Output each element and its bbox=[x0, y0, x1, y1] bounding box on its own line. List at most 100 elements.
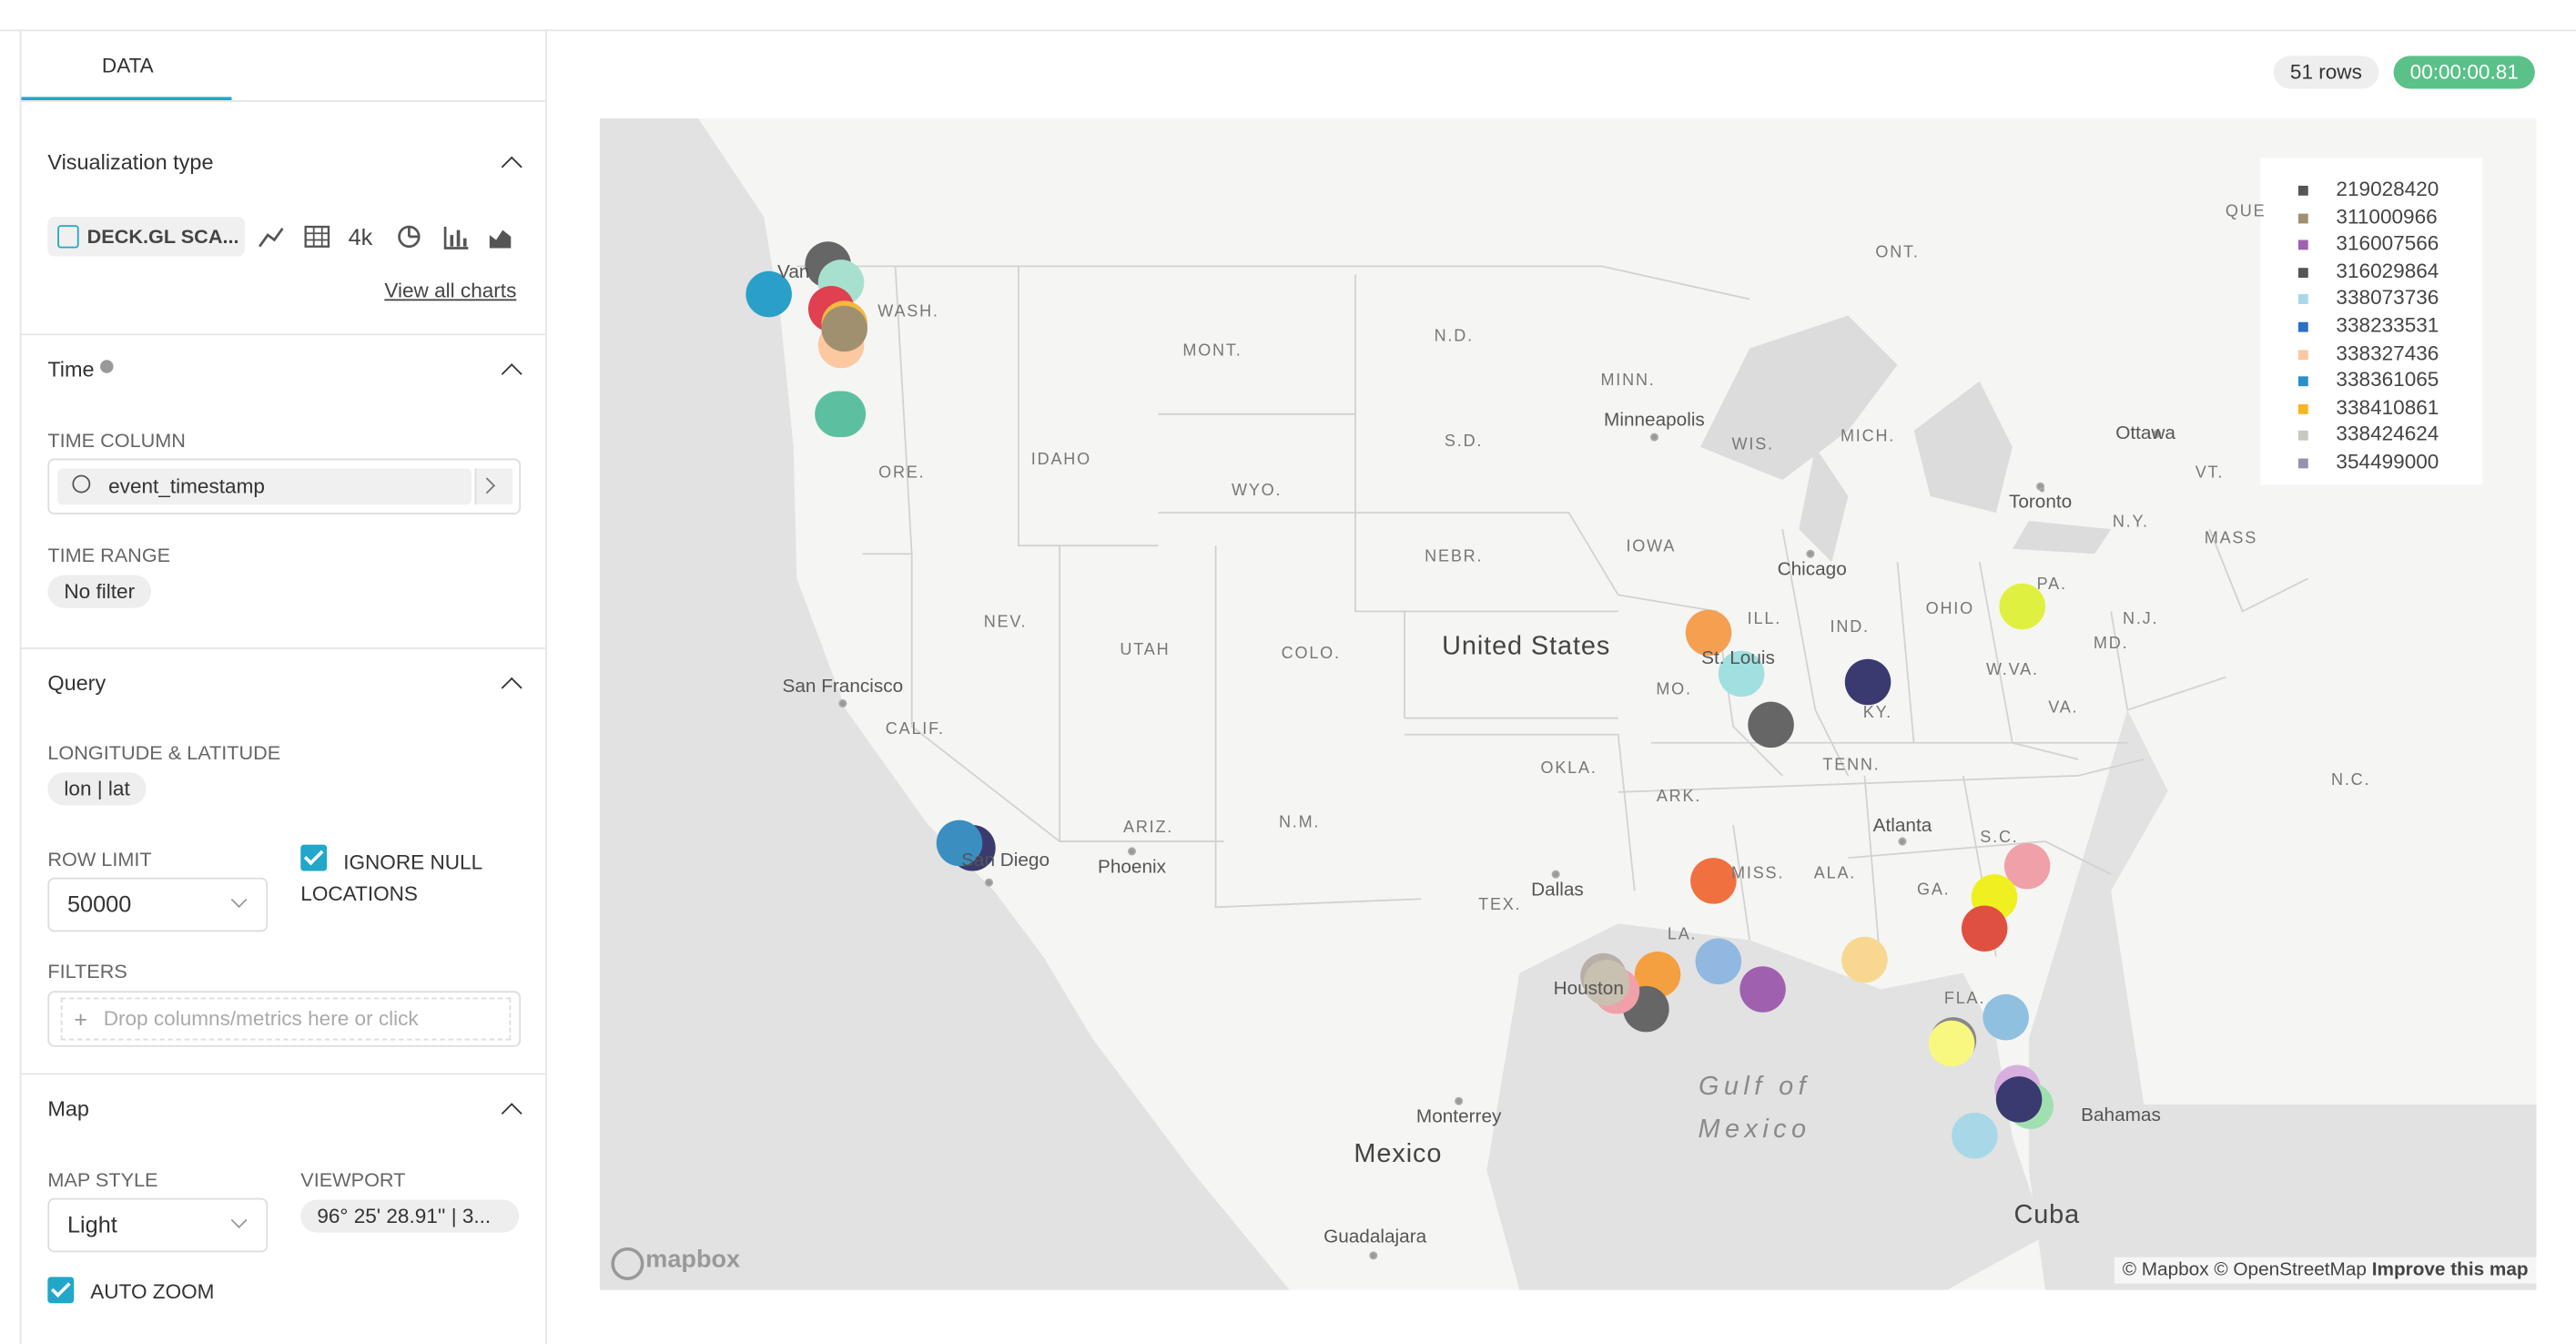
map-label: Mexico bbox=[1354, 1140, 1443, 1169]
map-marker[interactable] bbox=[1928, 1020, 1975, 1067]
map-label: MICH. bbox=[1840, 428, 1896, 447]
field-label: TIME COLUMN bbox=[47, 429, 186, 453]
map-label: United States bbox=[1442, 632, 1611, 661]
map-label: WYO. bbox=[1231, 482, 1283, 501]
map-marker[interactable] bbox=[1685, 609, 1732, 657]
legend-label: 338361065 bbox=[2336, 368, 2439, 392]
map-marker[interactable] bbox=[1961, 905, 2008, 952]
map-label: ARIZ. bbox=[1122, 819, 1174, 838]
collapse-icon[interactable] bbox=[501, 1103, 522, 1125]
map-label: W.VA. bbox=[1985, 661, 2039, 680]
time-column: event_timestamp bbox=[108, 474, 265, 498]
checkbox-label: IGNORE NULL LOCATIONS bbox=[300, 850, 482, 906]
tab-data[interactable]: DATA bbox=[101, 54, 154, 77]
row-limit-select[interactable] bbox=[47, 877, 269, 932]
map-marker[interactable] bbox=[1995, 1076, 2043, 1123]
field-label: FILTERS bbox=[47, 960, 127, 983]
legend-swatch bbox=[2297, 185, 2308, 196]
map-marker[interactable] bbox=[1748, 701, 1794, 748]
column-expand[interactable] bbox=[474, 468, 513, 505]
chart-chip[interactable] bbox=[47, 217, 245, 257]
map-label: OKLA. bbox=[1540, 759, 1597, 779]
map-marker[interactable] bbox=[1841, 936, 1888, 983]
map-marker[interactable] bbox=[745, 270, 792, 318]
tab-border bbox=[21, 100, 546, 102]
map-label: ILL. bbox=[1747, 610, 1782, 629]
map-marker[interactable] bbox=[1739, 966, 1786, 1013]
view-all-link[interactable]: View all charts bbox=[384, 279, 517, 303]
improve-link[interactable]: Improve this map bbox=[2371, 1260, 2529, 1280]
collapse-icon[interactable] bbox=[501, 363, 522, 385]
checkbox-label: AUTO ZOOM bbox=[90, 1279, 215, 1304]
legend-label: 338327436 bbox=[2336, 341, 2439, 364]
legend-label: 316029864 bbox=[2336, 259, 2439, 283]
chart-icons[interactable] bbox=[257, 222, 520, 255]
collapse-icon[interactable] bbox=[501, 156, 522, 178]
ignore-null-checkbox[interactable] bbox=[300, 844, 328, 871]
map-label: Gulf of bbox=[1699, 1073, 1811, 1102]
auto-zoom-checkbox[interactable] bbox=[47, 1277, 75, 1304]
lonlat[interactable]: lon | lat bbox=[47, 772, 147, 806]
map-label: MISS. bbox=[1731, 865, 1785, 884]
collapse-icon[interactable] bbox=[501, 677, 522, 698]
section-title: Map bbox=[47, 1095, 89, 1121]
map-label: S.C. bbox=[1980, 829, 2019, 848]
big-number-icon[interactable]: 4k bbox=[348, 223, 373, 250]
map-label: San Francisco bbox=[782, 677, 904, 697]
map-marker[interactable] bbox=[1999, 583, 2045, 630]
map-label: N.C. bbox=[2331, 771, 2371, 790]
field-label: ROW LIMIT bbox=[47, 848, 152, 871]
map-label: FLA. bbox=[1943, 990, 1986, 1009]
map-label: ORE. bbox=[878, 463, 926, 483]
divider bbox=[21, 333, 546, 336]
info-icon bbox=[100, 360, 114, 373]
map-label: LA. bbox=[1667, 926, 1698, 944]
map-label: Monterrey bbox=[1415, 1107, 1502, 1128]
field-label: VIEWPORT bbox=[300, 1168, 406, 1192]
map-label: MASS bbox=[2204, 530, 2258, 548]
map-label: Phoenix bbox=[1098, 858, 1167, 878]
copyright[interactable]: © Mapbox © OpenStreetMap bbox=[2122, 1260, 2367, 1280]
map-label: GA. bbox=[1916, 881, 1951, 901]
legend-label: 354499000 bbox=[2336, 450, 2439, 473]
map-marker[interactable] bbox=[1690, 858, 1737, 904]
viewport[interactable]: 96° 25' 28.91'' | 3... bbox=[300, 1199, 520, 1233]
map-marker[interactable] bbox=[1583, 960, 1630, 1006]
map-marker[interactable] bbox=[821, 305, 867, 352]
map-label: WIS. bbox=[1731, 436, 1774, 455]
legend-swatch bbox=[2297, 239, 2308, 250]
map-label: VT. bbox=[2195, 463, 2225, 483]
map-marker[interactable] bbox=[1718, 650, 1765, 697]
legend-swatch bbox=[2297, 294, 2308, 305]
field-label: TIME RANGE bbox=[47, 544, 171, 567]
map-label: St. Louis bbox=[1701, 648, 1775, 669]
mapbox-logo: mapbox bbox=[645, 1246, 741, 1274]
legend-label: 338233531 bbox=[2336, 313, 2439, 337]
map-marker[interactable] bbox=[1952, 1112, 1998, 1159]
filters-field[interactable] bbox=[47, 991, 522, 1047]
map-label: Bahamas bbox=[2081, 1105, 2161, 1126]
plus-icon: + bbox=[74, 1005, 87, 1033]
map-label: N.M. bbox=[1278, 814, 1321, 833]
map-marker[interactable] bbox=[2003, 842, 2051, 890]
map-base bbox=[599, 117, 2537, 1290]
map-marker[interactable] bbox=[1844, 658, 1891, 706]
left-border bbox=[19, 29, 22, 1344]
legend-swatch bbox=[2297, 321, 2308, 332]
time-range[interactable]: No filter bbox=[47, 575, 152, 608]
map-label: IND. bbox=[1830, 618, 1870, 637]
map-marker[interactable] bbox=[1695, 938, 1742, 985]
map-label: S.D. bbox=[1444, 433, 1484, 452]
map-label: TEX. bbox=[1478, 896, 1522, 915]
map[interactable]: ONT. QUE N.D. MONT. WASH. MINN. Minneapolis WIS… bbox=[599, 117, 2537, 1290]
legend-label: 311000966 bbox=[2336, 204, 2438, 229]
map-style-select[interactable] bbox=[47, 1197, 269, 1253]
section-title: Query bbox=[47, 670, 106, 696]
map-marker[interactable] bbox=[819, 391, 867, 438]
scatter-layer[interactable] bbox=[600, 118, 2537, 1290]
map-label: NEV. bbox=[983, 614, 1028, 632]
map-marker[interactable] bbox=[936, 820, 983, 867]
chart-name: DECK.GL SCA... bbox=[86, 225, 239, 249]
map-marker[interactable] bbox=[1983, 993, 2029, 1041]
